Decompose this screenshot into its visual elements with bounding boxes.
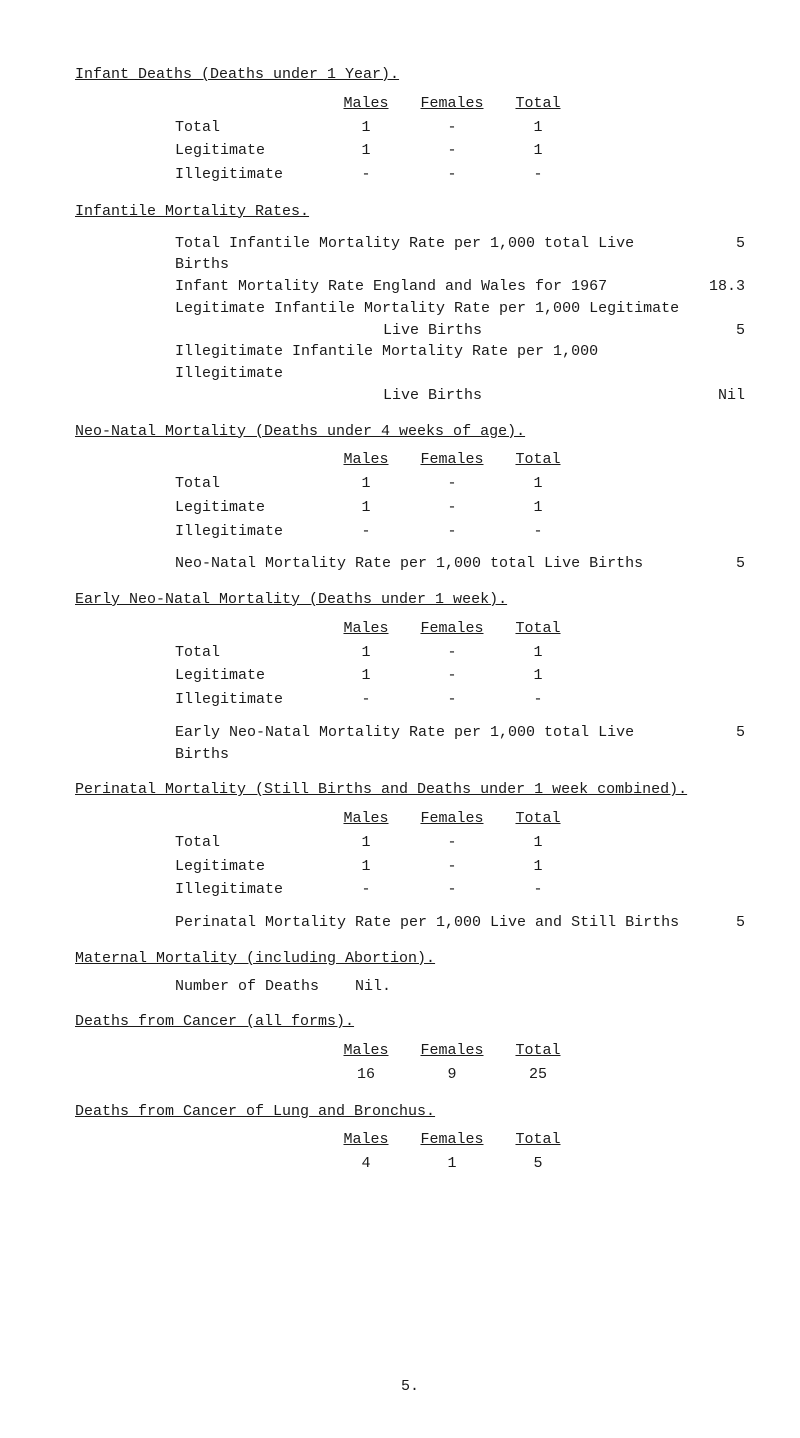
table-row: Legitimate1-1 — [175, 855, 581, 879]
section-title-perinatal: Perinatal Mortality (Still Births and De… — [75, 779, 745, 801]
table-perinatal: Males Females Total Total1-1 Legitimate1… — [175, 807, 581, 902]
table-row: Total1-1 — [175, 641, 581, 665]
section-title-cancer-lung: Deaths from Cancer of Lung and Bronchus. — [75, 1101, 745, 1123]
table-row: Illegitimate--- — [175, 520, 581, 544]
table-row: Legitimate 1 - 1 — [175, 139, 581, 163]
rate-value — [690, 341, 745, 385]
rate-text: Illegitimate Infantile Mortality Rate pe… — [175, 341, 690, 385]
table-row: Illegitimate--- — [175, 878, 581, 902]
rate-text: Live Births — [175, 320, 690, 342]
rate-value: 5 — [690, 722, 745, 766]
rates-block: Total Infantile Mortality Rate per 1,000… — [175, 233, 745, 407]
rate-value: Nil — [690, 385, 745, 407]
table-row: Illegitimate - - - — [175, 163, 581, 187]
section-title-early-neo: Early Neo-Natal Mortality (Deaths under … — [75, 589, 745, 611]
table-cancer-lung: Males Females Total 4 1 5 — [175, 1128, 581, 1176]
table-cancer-all: Males Females Total 16 9 25 — [175, 1039, 581, 1087]
table-row: Legitimate1-1 — [175, 664, 581, 688]
table-row: Illegitimate--- — [175, 688, 581, 712]
table-row: Total1-1 — [175, 831, 581, 855]
table-infant-deaths: Males Females Total Total 1 - 1 Legitima… — [175, 92, 581, 187]
rate-value: 5 — [690, 320, 745, 342]
section-title-cancer-all: Deaths from Cancer (all forms). — [75, 1011, 745, 1033]
section-title-maternal: Maternal Mortality (including Abortion). — [75, 948, 745, 970]
rate-value: 18.3 — [690, 276, 745, 298]
table-row: 4 1 5 — [175, 1152, 581, 1176]
rate-text: Legitimate Infantile Mortality Rate per … — [175, 298, 690, 320]
section-title-infantile-rates: Infantile Mortality Rates. — [75, 201, 745, 223]
section-title-neo-natal: Neo-Natal Mortality (Deaths under 4 week… — [75, 421, 745, 443]
table-neo-natal: Males Females Total Total1-1 Legitimate1… — [175, 448, 581, 543]
table-early-neo: Males Females Total Total1-1 Legitimate1… — [175, 617, 581, 712]
col-header: Males — [323, 92, 409, 116]
rate-text: Neo-Natal Mortality Rate per 1,000 total… — [175, 553, 690, 575]
section-title-infant-deaths: Infant Deaths (Deaths under 1 Year). — [75, 64, 745, 86]
col-header: Total — [495, 92, 581, 116]
rate-value: 5 — [690, 912, 745, 934]
rate-text: Total Infantile Mortality Rate per 1,000… — [175, 233, 690, 277]
col-header: Females — [409, 92, 495, 116]
maternal-value: Nil. — [355, 976, 391, 998]
rate-value: 5 — [690, 553, 745, 575]
maternal-row: Number of Deaths Nil. — [175, 976, 745, 998]
table-row: Total1-1 — [175, 472, 581, 496]
rate-value: 5 — [690, 233, 745, 277]
rate-text: Live Births — [175, 385, 690, 407]
table-row: Legitimate1-1 — [175, 496, 581, 520]
table-row: Total 1 - 1 — [175, 116, 581, 140]
page-number: 5. — [75, 1376, 745, 1398]
rate-text: Early Neo-Natal Mortality Rate per 1,000… — [175, 722, 690, 766]
rate-text: Perinatal Mortality Rate per 1,000 Live … — [175, 912, 690, 934]
rate-value — [690, 298, 745, 320]
table-row: 16 9 25 — [175, 1063, 581, 1087]
maternal-label: Number of Deaths — [175, 976, 355, 998]
rate-text: Infant Mortality Rate England and Wales … — [175, 276, 690, 298]
